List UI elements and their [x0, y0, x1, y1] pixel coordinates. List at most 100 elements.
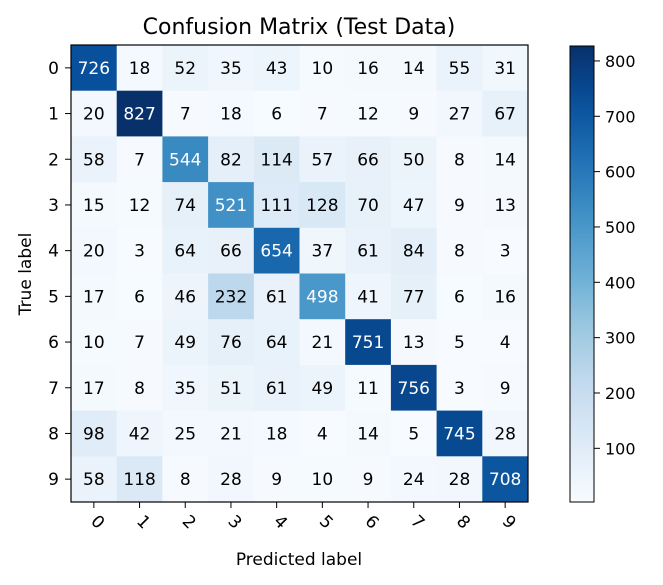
heatmap-cell	[208, 90, 255, 137]
heatmap-cell	[390, 456, 438, 503]
y-axis-label: True label	[16, 233, 36, 317]
cell-value-label: 11	[357, 379, 379, 399]
cell-value-label: 7	[134, 150, 145, 170]
heatmap-cell	[208, 273, 255, 320]
heatmap-cell	[253, 410, 300, 457]
cell-value-label: 827	[123, 105, 155, 125]
cell-value-label: 76	[220, 333, 242, 353]
heatmap-cell	[208, 227, 255, 274]
heatmap-cell	[482, 319, 529, 366]
heatmap-cell	[299, 273, 346, 320]
heatmap-cell	[162, 90, 209, 137]
heatmap-cell	[71, 182, 118, 229]
heatmap-cell	[345, 227, 392, 274]
heatmap-cell	[71, 410, 118, 457]
cell-value-label: 114	[260, 150, 292, 170]
cell-value-label: 9	[271, 470, 282, 490]
cell-value-label: 43	[266, 59, 288, 79]
cell-value-label: 18	[129, 59, 151, 79]
heatmap-cell	[162, 410, 209, 457]
cell-value-label: 10	[312, 470, 334, 490]
colorbar-tick-label: 800	[605, 52, 636, 71]
y-tick-label: 5	[48, 287, 59, 307]
cell-value-label: 57	[312, 150, 334, 170]
cell-value-label: 31	[494, 59, 516, 79]
heatmap-cell	[253, 45, 300, 92]
heatmap-cell	[71, 136, 118, 183]
heatmap-cell	[299, 136, 346, 183]
heatmap-cell	[482, 273, 529, 320]
colorbar-tick-label: 600	[605, 163, 636, 182]
heatmap-cell	[436, 182, 483, 229]
colorbar-tick-label: 400	[605, 273, 636, 292]
y-tick-label: 0	[48, 59, 59, 79]
cell-value-label: 27	[449, 105, 471, 125]
cell-value-label: 654	[260, 242, 292, 262]
cell-value-label: 4	[317, 424, 328, 444]
cell-value-label: 49	[174, 333, 196, 353]
heatmap-cell	[71, 456, 118, 503]
cell-value-label: 8	[134, 379, 145, 399]
colorbar-tick-label: 700	[605, 107, 636, 126]
heatmap-cell	[162, 364, 209, 412]
heatmap-cell	[390, 319, 438, 366]
colorbar	[569, 45, 595, 503]
heatmap-cell	[436, 319, 483, 366]
heatmap-cell	[345, 456, 392, 503]
y-axis-ticks: 0 1 2 3 4 5 6 7 8 9	[48, 59, 71, 490]
cell-value-label: 52	[174, 59, 196, 79]
cell-value-label: 708	[489, 470, 521, 490]
heatmap-cell	[208, 45, 255, 92]
heatmap-cell	[482, 456, 529, 503]
cell-value-label: 50	[403, 150, 425, 170]
cell-value-label: 745	[443, 424, 475, 444]
cell-value-label: 13	[494, 196, 516, 216]
cell-value-label: 64	[266, 333, 288, 353]
cell-value-label: 37	[312, 242, 334, 262]
cell-value-label: 17	[83, 379, 105, 399]
cell-value-label: 20	[83, 105, 105, 125]
heatmap-cell	[390, 136, 438, 183]
heatmap-cell	[253, 273, 300, 320]
x-axis-ticks: 0 1 2 3 4 5 6 7 8 9	[86, 502, 520, 534]
cell-value-label: 18	[220, 105, 242, 125]
cell-value-label: 756	[398, 379, 430, 399]
cell-value-label: 20	[83, 242, 105, 262]
cell-value-label: 46	[174, 287, 196, 307]
cell-value-label: 49	[312, 379, 334, 399]
cell-value-label: 232	[215, 287, 247, 307]
cell-value-label: 13	[403, 333, 425, 353]
heatmap-cell	[116, 182, 163, 229]
cell-value-label: 74	[174, 196, 196, 216]
cell-value-label: 58	[83, 150, 105, 170]
heatmap-cell	[71, 227, 118, 274]
heatmap-cell	[482, 90, 529, 137]
cell-value-label: 8	[180, 470, 191, 490]
x-tick-label: 1	[132, 512, 154, 534]
cell-value-label: 3	[454, 379, 465, 399]
cell-value-label: 4	[500, 333, 511, 353]
cell-value-label: 70	[357, 196, 379, 216]
heatmap-cell	[482, 410, 529, 457]
cell-value-label: 16	[357, 59, 379, 79]
y-tick-label: 2	[48, 150, 59, 170]
cell-value-label: 77	[403, 287, 425, 307]
cell-value-label: 35	[220, 59, 242, 79]
cell-value-label: 6	[134, 287, 145, 307]
cell-value-label: 7	[317, 105, 328, 125]
y-tick-label: 3	[48, 196, 59, 216]
x-tick-label: 6	[361, 512, 383, 534]
heatmap-cell	[390, 410, 438, 457]
x-tick-label: 2	[178, 512, 200, 534]
heatmap-cell	[390, 227, 438, 274]
heatmap-cell	[482, 227, 529, 274]
heatmap-cell	[253, 319, 300, 366]
heatmap-cell	[208, 410, 255, 457]
x-tick-label: 3	[224, 512, 246, 534]
cell-value-label: 61	[266, 379, 288, 399]
cell-value-label: 5	[408, 424, 419, 444]
x-tick-label: 0	[86, 512, 108, 534]
cell-value-label: 61	[266, 287, 288, 307]
cell-value-label: 28	[449, 470, 471, 490]
heatmap-cell	[208, 136, 255, 183]
